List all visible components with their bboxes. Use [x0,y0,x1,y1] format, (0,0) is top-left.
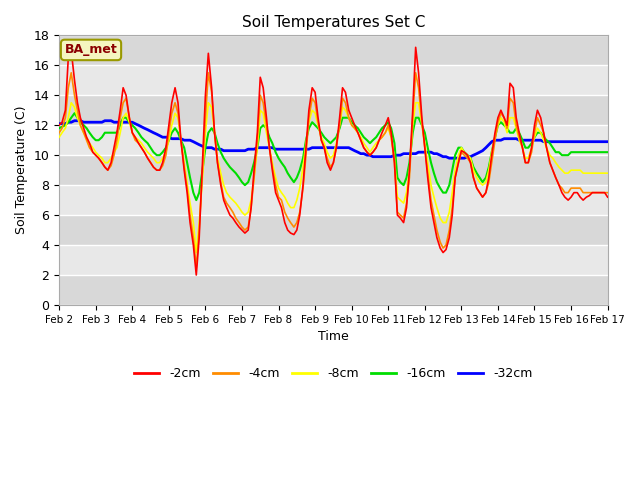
Title: Soil Temperatures Set C: Soil Temperatures Set C [242,15,425,30]
Bar [59,185,607,215]
Bar [59,215,607,245]
Bar [59,36,607,65]
Bar [59,245,607,275]
Bar [59,125,607,155]
Bar [59,155,607,185]
X-axis label: Time: Time [318,330,349,343]
Bar [59,95,607,125]
Text: BA_met: BA_met [65,43,117,57]
Y-axis label: Soil Temperature (C): Soil Temperature (C) [15,106,28,234]
Bar [59,65,607,95]
Bar [59,275,607,305]
Legend: -2cm, -4cm, -8cm, -16cm, -32cm: -2cm, -4cm, -8cm, -16cm, -32cm [129,362,538,385]
